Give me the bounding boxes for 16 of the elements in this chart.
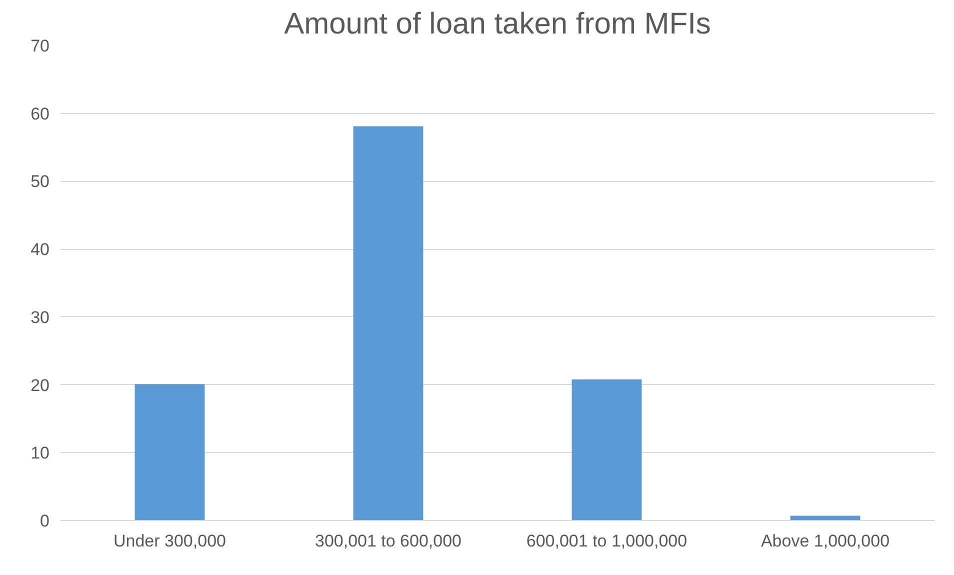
y-tick-label: 10 bbox=[30, 444, 50, 463]
bar bbox=[353, 126, 424, 520]
bar bbox=[134, 384, 205, 520]
x-tick-label: Above 1,000,000 bbox=[760, 532, 890, 550]
bar bbox=[572, 379, 642, 520]
y-tick-label: 70 bbox=[30, 36, 50, 56]
x-tick-label: 600,001 to 1,000,000 bbox=[526, 532, 688, 550]
y-tick-label: 60 bbox=[30, 104, 50, 124]
y-tick-label: 20 bbox=[30, 376, 50, 395]
y-tick-label: 30 bbox=[30, 308, 50, 327]
y-tick-label: 50 bbox=[30, 172, 50, 192]
y-tick-label: 40 bbox=[30, 240, 50, 260]
x-tick-label: 300,001 to 600,000 bbox=[314, 532, 462, 550]
y-tick-label: 0 bbox=[40, 512, 50, 530]
x-tick-label: Under 300,000 bbox=[114, 532, 226, 550]
chart-title: Amount of loan taken from MFIs bbox=[284, 8, 711, 40]
